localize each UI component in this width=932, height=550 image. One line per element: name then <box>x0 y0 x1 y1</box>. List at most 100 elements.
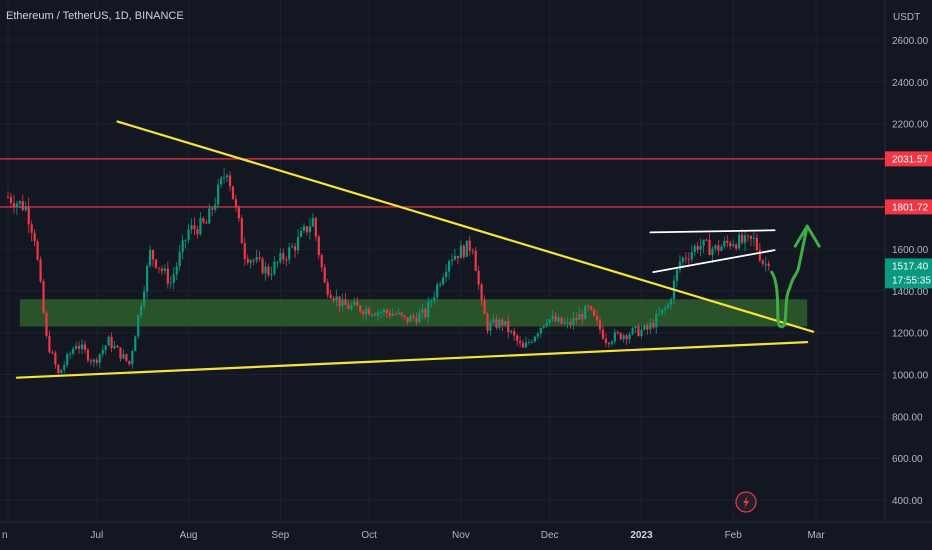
candle-body <box>338 296 341 307</box>
candle-body <box>572 317 575 325</box>
candle-body <box>758 249 761 261</box>
candle-body <box>436 284 439 298</box>
candle-body <box>116 345 119 348</box>
time-tick-label: n <box>2 530 8 541</box>
candle-body <box>504 320 507 326</box>
candle-body <box>302 226 306 231</box>
candle-body <box>453 255 457 260</box>
candle-body <box>175 266 178 275</box>
candle-body <box>427 301 430 318</box>
trendline-channel-top[interactable] <box>649 229 776 234</box>
candle-body <box>107 336 110 346</box>
candle-body <box>89 360 92 362</box>
candle-body <box>45 312 48 336</box>
candle-body <box>418 313 421 323</box>
candle-body <box>587 306 590 308</box>
time-tick-label: Sep <box>271 530 289 541</box>
candle-body <box>42 281 45 313</box>
candle-body <box>613 332 616 342</box>
candle-body <box>51 352 54 354</box>
candle-body <box>341 299 344 307</box>
candle-body <box>33 232 36 242</box>
candle-body <box>397 312 400 314</box>
candle-body <box>249 260 252 263</box>
candle-body <box>154 259 158 268</box>
candle-body <box>350 305 353 309</box>
candle-body <box>465 240 468 257</box>
horizontal-levels[interactable] <box>0 158 885 208</box>
candle-body <box>220 177 223 185</box>
price-tick-label: 1400.00 <box>892 287 929 298</box>
price-badge[interactable] <box>885 258 932 289</box>
price-badge[interactable] <box>885 199 932 215</box>
candle-body <box>205 222 208 224</box>
price-unit-label: USDT <box>893 12 921 23</box>
candle-body <box>752 237 756 239</box>
projection-arrowhead-icon[interactable] <box>793 224 821 248</box>
bottom-marker[interactable] <box>735 491 757 513</box>
candle-body <box>628 334 631 340</box>
trendline-descending[interactable] <box>116 120 815 333</box>
candle-body <box>217 184 220 205</box>
candle-body <box>477 270 480 285</box>
candle-body <box>291 246 294 248</box>
candle-body <box>699 246 702 250</box>
candle-body <box>222 177 226 179</box>
candle-body <box>128 360 131 365</box>
candle-body <box>421 309 424 314</box>
candle-body <box>447 261 451 272</box>
candle-body <box>664 307 667 310</box>
price-tick-label: 2600.00 <box>892 36 929 47</box>
candle-body <box>234 199 238 207</box>
candle-body <box>708 239 711 256</box>
candle-body <box>193 225 196 230</box>
candle-body <box>299 230 303 237</box>
candle-body <box>119 347 122 359</box>
trendline-ascending[interactable] <box>15 341 809 379</box>
candle-body <box>592 309 596 316</box>
candle-body <box>513 330 516 336</box>
candle-body <box>347 305 350 309</box>
price-badge[interactable] <box>885 151 932 167</box>
candle-body <box>468 240 471 251</box>
projection-path[interactable] <box>770 224 809 328</box>
candle-body <box>110 336 113 349</box>
candle-body <box>450 259 454 262</box>
candle-body <box>134 336 137 352</box>
candle-body <box>578 313 581 320</box>
candle-body <box>282 253 285 260</box>
candle-body <box>483 299 486 315</box>
candle-body <box>169 282 172 284</box>
price-badge-label: 1517.40 <box>892 261 929 272</box>
price-tick-label: 1000.00 <box>892 371 929 382</box>
candle-body <box>607 343 610 345</box>
candle-body <box>140 305 143 316</box>
candle-body <box>246 258 249 263</box>
candle-body <box>749 235 753 239</box>
candle-body <box>368 308 371 315</box>
candle-body <box>163 268 166 271</box>
candle-body <box>711 248 714 256</box>
candle-body <box>551 316 554 320</box>
candle-body <box>471 250 474 252</box>
candle-body <box>199 218 202 235</box>
candle-body <box>18 201 21 204</box>
trendline-drawings[interactable] <box>15 120 821 379</box>
candle-body <box>104 345 107 350</box>
candle-body <box>184 239 187 241</box>
candle-body <box>166 268 169 284</box>
candle-body <box>678 261 682 270</box>
candle-body <box>655 314 658 328</box>
time-tick-label: Mar <box>807 530 825 541</box>
candle-body <box>137 315 140 337</box>
candle-body <box>646 325 649 330</box>
trendline-channel-bottom[interactable] <box>652 249 776 273</box>
candle-body <box>533 336 536 342</box>
candle-body <box>86 350 90 361</box>
candle-body <box>474 250 477 271</box>
candle-body <box>767 263 770 267</box>
candle-body <box>9 196 13 203</box>
price-badge-label: 1801.72 <box>892 202 929 213</box>
